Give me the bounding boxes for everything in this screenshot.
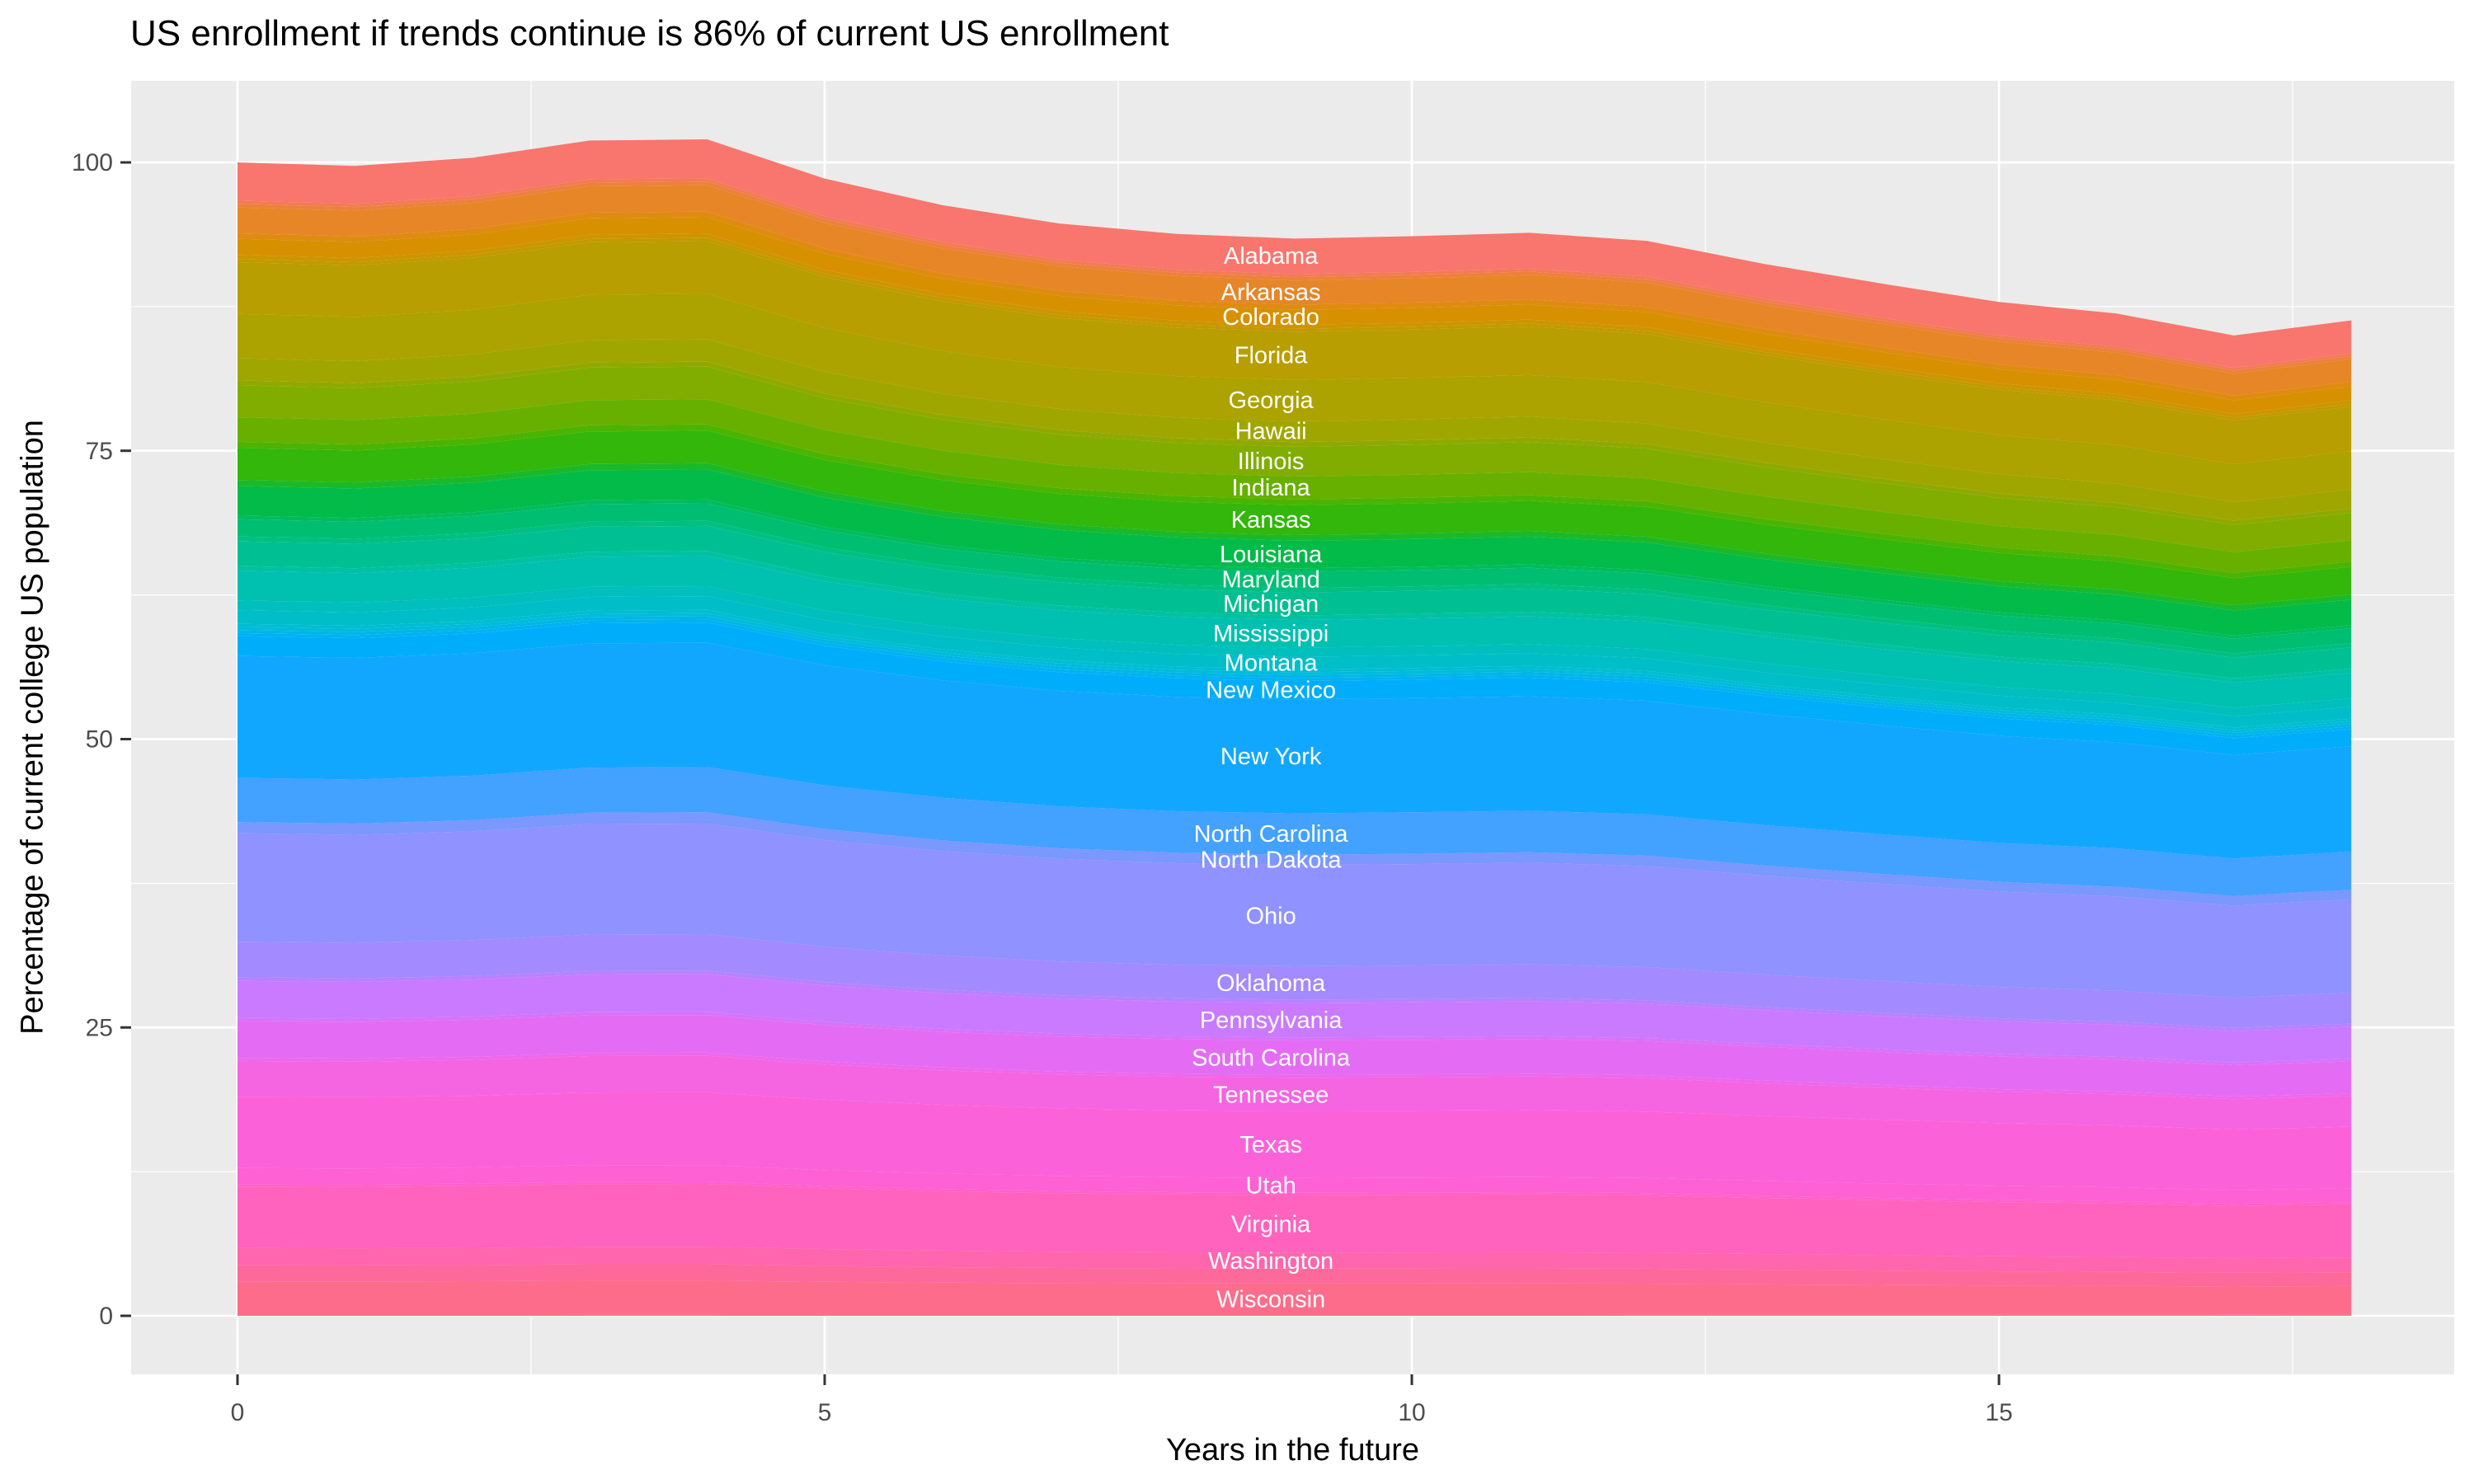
area-north-carolina: [238, 767, 2352, 897]
state-label-florida: Florida: [1235, 343, 1309, 369]
area-ohio: [238, 823, 2352, 998]
area-south-carolina: [238, 1015, 2352, 1097]
state-label-new-york: New York: [1221, 744, 1322, 770]
state-label-new-mexico: New Mexico: [1206, 678, 1336, 704]
area-arizona: [238, 181, 2352, 374]
state-label-wisconsin: Wisconsin: [1216, 1287, 1325, 1313]
state-label-pennsylvania: Pennsylvania: [1200, 1007, 1343, 1034]
state-label-north-dakota: North Dakota: [1201, 848, 1343, 874]
x-tick-label: 15: [1985, 1399, 2012, 1426]
area-california: [238, 211, 2352, 401]
state-label-tennessee: Tennessee: [1213, 1082, 1329, 1108]
area-texas: [238, 1092, 2352, 1190]
area-south-dakota: [238, 1052, 2352, 1100]
area-maine: [238, 499, 2352, 639]
x-tick-label: 0: [231, 1399, 245, 1426]
state-label-north-carolina: North Carolina: [1194, 821, 1349, 848]
area-indiana: [238, 399, 2352, 573]
area-georgia: [238, 294, 2352, 502]
area-florida: [238, 241, 2352, 465]
state-label-kansas: Kansas: [1231, 507, 1311, 533]
area-pennsylvania: [238, 974, 2352, 1063]
state-label-louisiana: Louisiana: [1220, 542, 1323, 568]
state-label-south-carolina: South Carolina: [1192, 1045, 1351, 1072]
area-alabama: [238, 139, 2352, 369]
state-label-alabama: Alabama: [1224, 243, 1319, 270]
area-nebraska: [238, 609, 2352, 730]
state-label-hawaii: Hawaii: [1235, 419, 1307, 445]
y-tick-label: 0: [99, 1303, 113, 1330]
area-rhode-island: [238, 1012, 2352, 1065]
state-label-colorado: Colorado: [1222, 304, 1319, 331]
y-tick-label: 25: [86, 1014, 113, 1041]
y-tick-label: 50: [86, 726, 113, 754]
area-nevada: [238, 613, 2352, 733]
y-tick-label: 100: [72, 149, 113, 176]
area-kansas: [238, 430, 2352, 606]
area-utah: [238, 1165, 2352, 1205]
x-tick-label: 10: [1398, 1399, 1425, 1426]
area-michigan: [238, 525, 2352, 679]
state-label-virginia: Virginia: [1231, 1211, 1311, 1237]
area-new-hampshire: [238, 616, 2352, 736]
x-tick-label: 5: [818, 1399, 832, 1426]
area-vermont: [238, 1181, 2352, 1206]
state-label-michigan: Michigan: [1223, 591, 1319, 618]
area-hawaii: [238, 339, 2352, 521]
area-west-virginia: [238, 1264, 2352, 1287]
area-colorado: [238, 217, 2352, 415]
area-montana: [238, 596, 2352, 728]
state-label-georgia: Georgia: [1229, 387, 1315, 414]
area-new-jersey: [238, 619, 2352, 739]
state-label-montana: Montana: [1225, 650, 1319, 677]
area-alaska: [238, 178, 2352, 371]
area-massachusetts: [238, 520, 2352, 658]
state-label-illinois: Illinois: [1238, 448, 1305, 475]
state-label-arkansas: Arkansas: [1221, 279, 1321, 306]
state-label-utah: Utah: [1245, 1173, 1296, 1200]
area-louisiana: [238, 469, 2352, 636]
area-maryland: [238, 503, 2352, 654]
area-tennessee: [238, 1055, 2352, 1130]
area-wyoming: [238, 1314, 2352, 1316]
area-new-mexico: [238, 622, 2352, 755]
state-label-oklahoma: Oklahoma: [1216, 970, 1326, 997]
area-oklahoma: [238, 934, 2352, 1028]
area-wisconsin: [238, 1280, 2352, 1315]
area-missouri: [238, 585, 2352, 716]
area-illinois: [238, 366, 2352, 552]
chart-title: US enrollment if trends continue is 86% …: [130, 13, 1169, 54]
state-label-ohio: Ohio: [1245, 903, 1296, 929]
state-label-maryland: Maryland: [1221, 567, 1319, 594]
area-iowa: [238, 424, 2352, 579]
x-axis-title: Years in the future: [1165, 1433, 1420, 1468]
state-label-washington: Washington: [1208, 1248, 1333, 1275]
area-washington: [238, 1247, 2352, 1273]
area-mississippi: [238, 556, 2352, 708]
area-connecticut: [238, 233, 2352, 418]
y-tick-label: 75: [86, 438, 113, 465]
area-kentucky: [238, 463, 2352, 611]
state-label-mississippi: Mississippi: [1213, 621, 1329, 647]
area-virginia: [238, 1184, 2352, 1259]
state-label-indiana: Indiana: [1232, 475, 1311, 501]
area-oregon: [238, 970, 2352, 1031]
area-minnesota: [238, 551, 2352, 683]
area-delaware: [238, 237, 2352, 420]
area-north-dakota: [238, 812, 2352, 906]
area-arkansas: [238, 185, 2352, 396]
area-new-york: [238, 642, 2352, 859]
area-idaho: [238, 361, 2352, 525]
state-label-texas: Texas: [1239, 1132, 1302, 1158]
